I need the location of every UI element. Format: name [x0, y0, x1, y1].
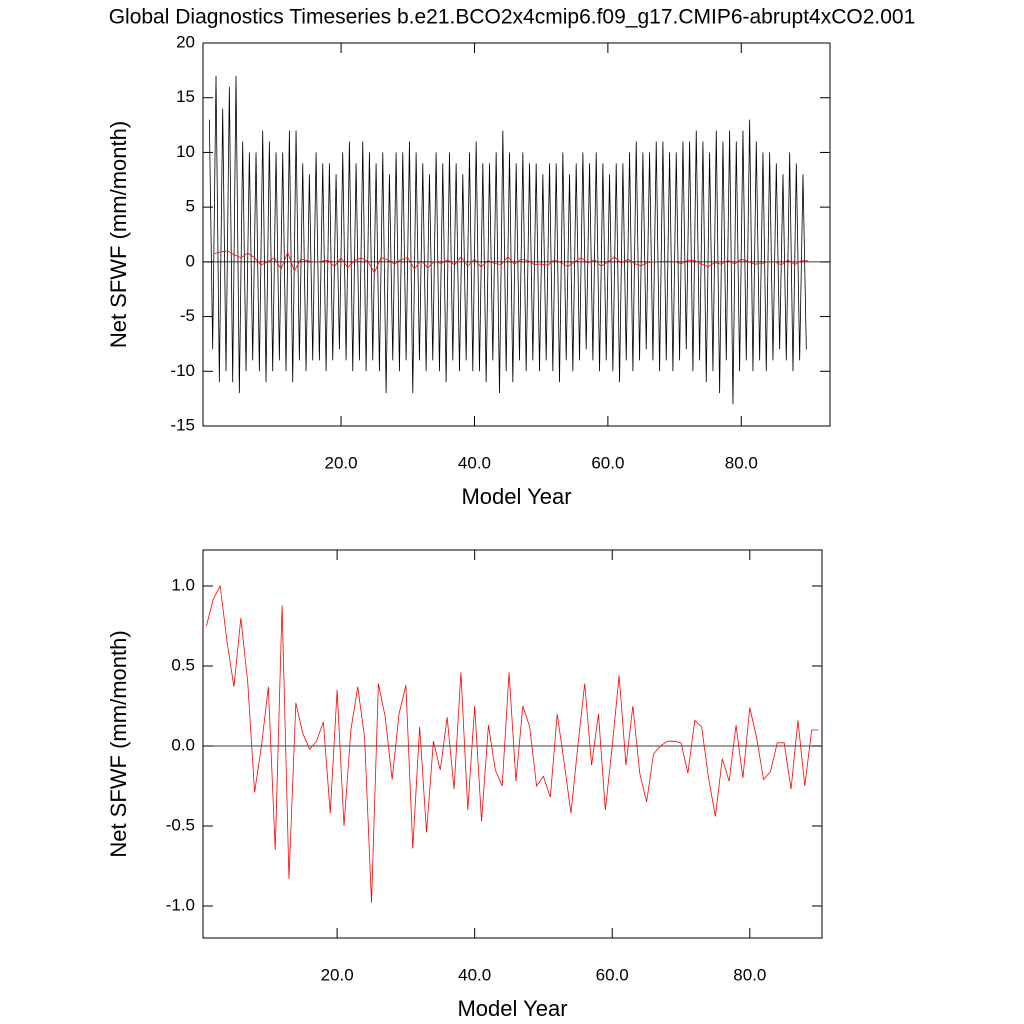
plot-area [206, 584, 819, 903]
plot-frame [202, 549, 823, 939]
y-tick-label: -0.5 [166, 815, 195, 834]
x-tick-label: 20.0 [321, 965, 354, 984]
y-tick-label: -1.0 [166, 895, 195, 914]
y-tick-label: 0 [186, 251, 195, 270]
plot-frame [202, 42, 831, 427]
x-tick-label: 60.0 [591, 453, 624, 472]
y-tick-label: 15 [176, 87, 195, 106]
y-tick-label: 1.0 [171, 575, 195, 594]
series-line [206, 584, 819, 903]
chart-title: Global Diagnostics Timeseries b.e21.BCO2… [109, 6, 916, 29]
y-tick-label: -5 [180, 306, 195, 325]
x-tick-label: 80.0 [733, 965, 766, 984]
y-tick-label: -10 [170, 361, 195, 380]
series-line [208, 75, 807, 405]
x-tick-label: 80.0 [725, 453, 758, 472]
y-tick-label: 0.0 [171, 735, 195, 754]
x-axis-label: Model Year [457, 996, 567, 1021]
y-tick-label: 5 [186, 197, 195, 216]
x-tick-label: 60.0 [596, 965, 629, 984]
y-tick-label: 10 [176, 142, 195, 161]
x-tick-label: 20.0 [325, 453, 358, 472]
x-tick-label: 40.0 [458, 453, 491, 472]
y-tick-label: 0.5 [171, 655, 195, 674]
y-axis-label: Net SFWF (mm/month) [106, 630, 131, 857]
series-line [214, 250, 808, 274]
x-tick-label: 40.0 [458, 965, 491, 984]
plot-area [208, 75, 808, 405]
y-tick-label: -15 [170, 415, 195, 434]
y-tick-label: 20 [176, 32, 195, 51]
x-axis-label: Model Year [461, 484, 571, 509]
y-axis-label: Net SFWF (mm/month) [106, 121, 131, 348]
